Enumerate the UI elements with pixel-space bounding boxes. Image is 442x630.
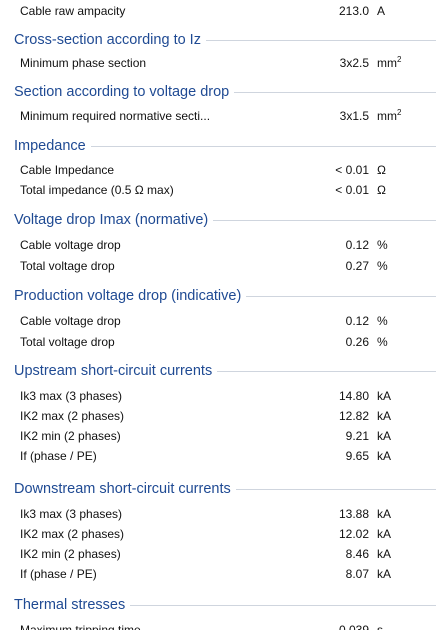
row-cable-impedance: Cable Impedance < 0.01 Ω	[0, 159, 442, 181]
row-label: Ik3 max (3 phases)	[20, 503, 122, 525]
row-value: 0.039	[339, 619, 369, 630]
row-unit: s	[377, 619, 383, 630]
row-value: 3x1.5	[340, 105, 369, 127]
row-unit: kA	[377, 563, 391, 585]
row-total-impedance: Total impedance (0.5 Ω max) < 0.01 Ω	[0, 179, 442, 201]
row-ik2-max: IK2 max (2 phases) 12.02 kA	[0, 523, 442, 545]
row-unit: Ω	[377, 179, 386, 201]
row-value: 0.27	[346, 255, 369, 277]
row-label: Minimum required normative secti...	[20, 105, 210, 127]
section-voltage-drop-production: Production voltage drop (indicative)	[0, 284, 442, 308]
row-ik3-max: Ik3 max (3 phases) 13.88 kA	[0, 503, 442, 525]
row-label: Cable voltage drop	[20, 234, 121, 256]
row-label: Total voltage drop	[20, 331, 115, 353]
section-impedance: Impedance	[0, 134, 442, 158]
row-value: 213.0	[339, 0, 369, 22]
row-label: IK2 min (2 phases)	[20, 543, 121, 565]
row-label: Ik3 max (3 phases)	[20, 385, 122, 407]
row-cable-voltage-drop: Cable voltage drop 0.12 %	[0, 234, 442, 256]
section-title: Section according to voltage drop	[14, 82, 234, 102]
row-value: 9.21	[346, 425, 369, 447]
row-value: 14.80	[339, 385, 369, 407]
section-title: Production voltage drop (indicative)	[14, 286, 246, 306]
row-minimum-normative-section: Minimum required normative secti... 3x1.…	[0, 105, 442, 127]
row-label: IK2 min (2 phases)	[20, 425, 121, 447]
row-label: Maximum tripping time	[20, 619, 141, 630]
row-unit: %	[377, 255, 388, 277]
row-label: Minimum phase section	[20, 52, 146, 74]
row-value: 12.02	[339, 523, 369, 545]
row-ik2-min: IK2 min (2 phases) 9.21 kA	[0, 425, 442, 447]
row-total-voltage-drop: Total voltage drop 0.27 %	[0, 255, 442, 277]
row-value: 0.26	[346, 331, 369, 353]
section-title: Thermal stresses	[14, 595, 130, 615]
section-downstream-short-circuit: Downstream short-circuit currents	[0, 477, 442, 501]
row-label: IK2 max (2 phases)	[20, 523, 124, 545]
row-cable-voltage-drop: Cable voltage drop 0.12 %	[0, 310, 442, 332]
row-if-phase-pe: If (phase / PE) 9.65 kA	[0, 445, 442, 467]
row-label: If (phase / PE)	[20, 563, 97, 585]
row-total-voltage-drop: Total voltage drop 0.26 %	[0, 331, 442, 353]
section-title: Impedance	[14, 136, 91, 156]
row-maximum-tripping-time: Maximum tripping time 0.039 s	[0, 619, 442, 630]
section-thermal-stresses: Thermal stresses	[0, 593, 442, 617]
section-title: Cross-section according to Iz	[14, 30, 206, 50]
section-upstream-short-circuit: Upstream short-circuit currents	[0, 359, 442, 383]
row-value: 12.82	[339, 405, 369, 427]
row-unit: kA	[377, 405, 391, 427]
row-ik2-max: IK2 max (2 phases) 12.82 kA	[0, 405, 442, 427]
row-value: 9.65	[346, 445, 369, 467]
row-unit: Ω	[377, 159, 386, 181]
row-unit: kA	[377, 445, 391, 467]
row-unit: kA	[377, 503, 391, 525]
row-value: 0.12	[346, 310, 369, 332]
section-title: Voltage drop Imax (normative)	[14, 210, 213, 230]
row-value: 0.12	[346, 234, 369, 256]
section-voltage-drop-section: Section according to voltage drop	[0, 80, 442, 104]
row-unit: A	[377, 0, 385, 22]
row-label: Total voltage drop	[20, 255, 115, 277]
section-cross-section-iz: Cross-section according to Iz	[0, 28, 442, 52]
row-value: 13.88	[339, 503, 369, 525]
row-value: < 0.01	[335, 179, 369, 201]
row-unit: kA	[377, 543, 391, 565]
row-value: < 0.01	[335, 159, 369, 181]
row-ik3-max: Ik3 max (3 phases) 14.80 kA	[0, 385, 442, 407]
row-unit: kA	[377, 385, 391, 407]
row-label: If (phase / PE)	[20, 445, 97, 467]
row-unit: %	[377, 234, 388, 256]
row-unit: kA	[377, 523, 391, 545]
row-unit: %	[377, 331, 388, 353]
row-ik2-min: IK2 min (2 phases) 8.46 kA	[0, 543, 442, 565]
row-label: IK2 max (2 phases)	[20, 405, 124, 427]
row-value: 8.07	[346, 563, 369, 585]
row-value: 3x2.5	[340, 52, 369, 74]
row-unit: kA	[377, 425, 391, 447]
row-label: Cable Impedance	[20, 159, 114, 181]
row-label: Cable raw ampacity	[20, 0, 125, 22]
row-label: Total impedance (0.5 Ω max)	[20, 179, 174, 201]
row-value: 8.46	[346, 543, 369, 565]
row-minimum-phase-section: Minimum phase section 3x2.5 mm2	[0, 52, 442, 74]
row-label: Cable voltage drop	[20, 310, 121, 332]
row-unit: mm2	[377, 105, 401, 127]
row-unit: %	[377, 310, 388, 332]
section-voltage-drop-normative: Voltage drop Imax (normative)	[0, 208, 442, 232]
row-cable-raw-ampacity: Cable raw ampacity 213.0 A	[0, 0, 442, 22]
section-title: Upstream short-circuit currents	[14, 361, 217, 381]
section-title: Downstream short-circuit currents	[14, 479, 236, 499]
row-if-phase-pe: If (phase / PE) 8.07 kA	[0, 563, 442, 585]
row-unit: mm2	[377, 52, 401, 74]
